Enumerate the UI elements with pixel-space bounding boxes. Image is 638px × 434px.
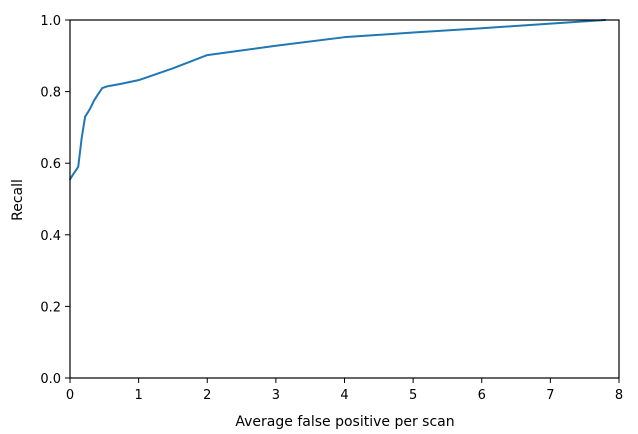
x-tick-label: 5 (409, 388, 417, 403)
plot-area (69, 19, 620, 379)
y-tick-label: 0.0 (40, 372, 61, 387)
x-tick-label: 0 (66, 388, 74, 403)
plot-frame (69, 19, 620, 379)
x-tick-label: 1 (134, 388, 142, 403)
x-axis: 0 1 2 3 4 5 6 7 8 (66, 378, 623, 403)
x-axis-label: Average false positive per scan (235, 414, 454, 430)
y-axis-label: Recall (10, 179, 26, 221)
x-tick-label: 3 (272, 388, 280, 403)
x-tick-label: 7 (546, 388, 554, 403)
x-tick-label: 4 (340, 388, 348, 403)
y-tick-label: 1.0 (40, 14, 61, 29)
y-tick-label: 0.2 (40, 300, 61, 315)
series-line-0 (69, 19, 607, 181)
y-tick-label: 0.6 (40, 157, 61, 172)
y-axis: 0.0 0.2 0.4 0.6 0.8 1.0 (40, 14, 70, 387)
x-tick-label: 6 (478, 388, 486, 403)
y-tick-label: 0.4 (40, 229, 61, 244)
x-tick-label: 2 (203, 388, 211, 403)
x-tick-label: 8 (615, 388, 623, 403)
y-tick-label: 0.8 (40, 86, 61, 101)
